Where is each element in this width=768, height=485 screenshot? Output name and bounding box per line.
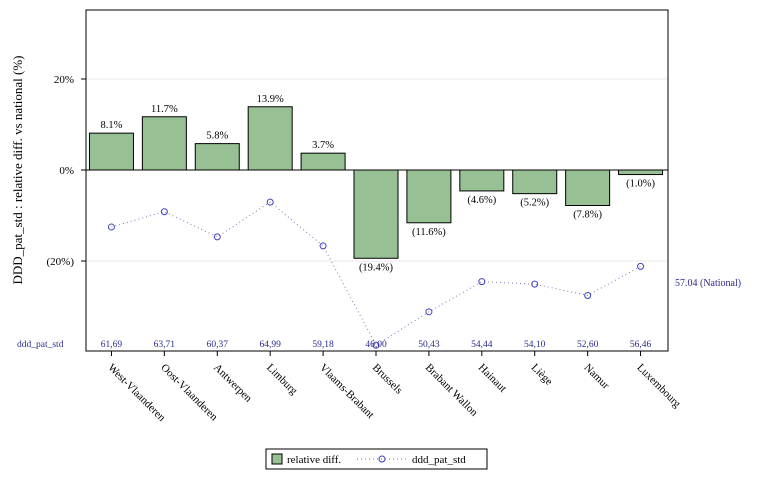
legend-line-label: ddd_pat_std [412, 454, 466, 466]
bar-label-5: (19.4%) [359, 262, 394, 273]
legend-frame [265, 448, 488, 470]
ddd-point-4 [319, 242, 327, 250]
national-label: 57.04 (National) [675, 278, 741, 289]
grid-layer: (20%) 0% 20% [47, 74, 668, 356]
line-layer [107, 198, 645, 349]
legend: relative diff. ddd_pat_std [265, 448, 488, 470]
bar-layer [88, 106, 664, 259]
ddd-point-2 [213, 233, 221, 241]
ddd-point-5 [372, 341, 380, 349]
bar-label-2: 5.8% [206, 131, 228, 142]
x-tick-label-3: Limburg [264, 362, 300, 398]
ddd-value-2: 60,37 [207, 340, 229, 350]
bar-8 [512, 169, 558, 195]
ddd-point-0 [107, 223, 115, 231]
ddd-value-10: 56,46 [630, 340, 652, 350]
x-tick-label-7: Hainaut [476, 362, 509, 395]
ddd-value-9: 52,60 [577, 340, 599, 350]
bar-1 [141, 116, 187, 171]
ddd-point-10 [637, 262, 645, 270]
ddd-value-6: 50,43 [418, 340, 440, 350]
ddd-value-1: 63,71 [154, 340, 176, 350]
x-tick-label-5: Brussels [370, 362, 405, 397]
bar-7 [459, 169, 505, 192]
bar-10 [618, 169, 664, 176]
y-tick-label-1: 0% [59, 165, 74, 177]
y-tick-label-2: 20% [54, 74, 74, 86]
bar-5 [353, 169, 399, 259]
bar-label-0: 8.1% [101, 120, 123, 131]
ddd-value-0: 61,69 [101, 340, 123, 350]
y-tick-label-0: (20%) [47, 256, 75, 268]
x-tick-label-6: Brabant Wallon [423, 362, 481, 420]
bar-label-8: (5.2%) [520, 198, 549, 209]
ddd-value-4: 59,18 [312, 340, 334, 350]
bar-6 [406, 169, 452, 224]
ddd-point-9 [584, 291, 592, 299]
legend-line-marker [378, 455, 386, 463]
ddd-point-3 [266, 198, 274, 206]
bar-label-9: (7.8%) [573, 209, 602, 220]
ddd-value-3: 64,99 [259, 340, 281, 350]
x-tick-label-10: Luxembourg [634, 362, 683, 411]
bar-label-10: (1.0%) [626, 179, 655, 190]
label-layer: 8.1% 11.7% 5.8% 13.9% 3.7% (19.4%) (11.6%) (4.6… [101, 94, 684, 425]
bar-2 [194, 143, 240, 171]
ddd-row-label: ddd_pat_std [17, 340, 64, 350]
bar-label-3: 13.9% [257, 94, 284, 105]
y-axis-label: DDD_pat_std : relative diff. vs national… [10, 55, 25, 284]
ddd-point-6 [425, 308, 433, 316]
ddd-value-7: 54,44 [471, 340, 493, 350]
bar-label-1: 11.7% [151, 104, 178, 115]
legend-bar-label: relative diff. [287, 454, 341, 466]
x-tick-label-2: Antwerpen [211, 362, 254, 405]
ddd-point-1 [160, 208, 168, 216]
x-tick-label-8: Liège [529, 362, 555, 388]
ddd-value-8: 54,10 [524, 340, 546, 350]
legend-bar-swatch [271, 453, 283, 465]
bar-label-6: (11.6%) [412, 227, 446, 238]
ddd-value-5: 46,00 [365, 340, 387, 350]
bar-3 [247, 106, 293, 171]
x-tick-label-4: Vlaams-Brabant [317, 362, 376, 421]
x-tick-label-9: Namur [582, 362, 612, 392]
bar-label-4: 3.7% [312, 140, 334, 151]
ddd-point-7 [478, 278, 486, 286]
bar-label-7: (4.6%) [467, 195, 496, 206]
x-tick-label-0: West-Vlaanderen [105, 362, 168, 425]
bar-9 [565, 169, 611, 206]
ddd-line [111, 201, 641, 346]
bar-0 [88, 132, 134, 171]
ddd-point-8 [531, 280, 539, 288]
bar-4 [300, 152, 346, 171]
plot-frame [85, 9, 669, 352]
